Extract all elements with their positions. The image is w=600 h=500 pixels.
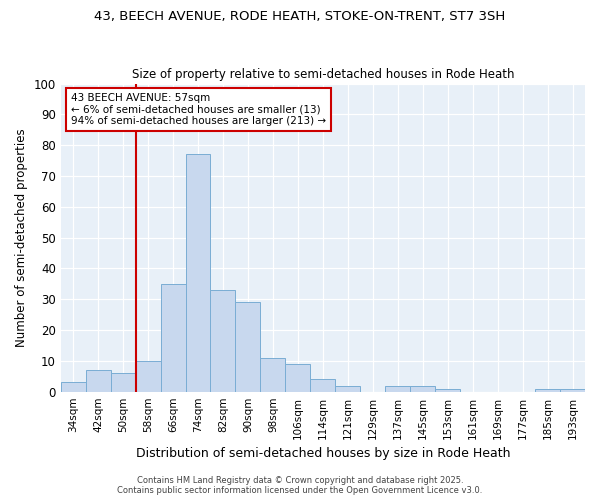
Title: Size of property relative to semi-detached houses in Rode Heath: Size of property relative to semi-detach… (131, 68, 514, 81)
Bar (410, 386, 435, 392)
Bar (235, 302, 260, 392)
Bar (435, 388, 460, 392)
Bar (136, 361, 161, 392)
Bar (86, 370, 110, 392)
Text: Contains HM Land Registry data © Crown copyright and database right 2025.
Contai: Contains HM Land Registry data © Crown c… (118, 476, 482, 495)
Bar (161, 284, 185, 392)
Bar (185, 154, 211, 392)
Y-axis label: Number of semi-detached properties: Number of semi-detached properties (15, 128, 28, 347)
Bar (535, 388, 560, 392)
Bar (260, 358, 286, 392)
X-axis label: Distribution of semi-detached houses by size in Rode Heath: Distribution of semi-detached houses by … (136, 447, 510, 460)
Bar (310, 380, 335, 392)
Text: 43, BEECH AVENUE, RODE HEATH, STOKE-ON-TRENT, ST7 3SH: 43, BEECH AVENUE, RODE HEATH, STOKE-ON-T… (94, 10, 506, 23)
Text: 43 BEECH AVENUE: 57sqm
← 6% of semi-detached houses are smaller (13)
94% of semi: 43 BEECH AVENUE: 57sqm ← 6% of semi-deta… (71, 93, 326, 126)
Bar (560, 388, 585, 392)
Bar (110, 373, 136, 392)
Bar (286, 364, 310, 392)
Bar (335, 386, 360, 392)
Bar (385, 386, 410, 392)
Bar (61, 382, 86, 392)
Bar (211, 290, 235, 392)
